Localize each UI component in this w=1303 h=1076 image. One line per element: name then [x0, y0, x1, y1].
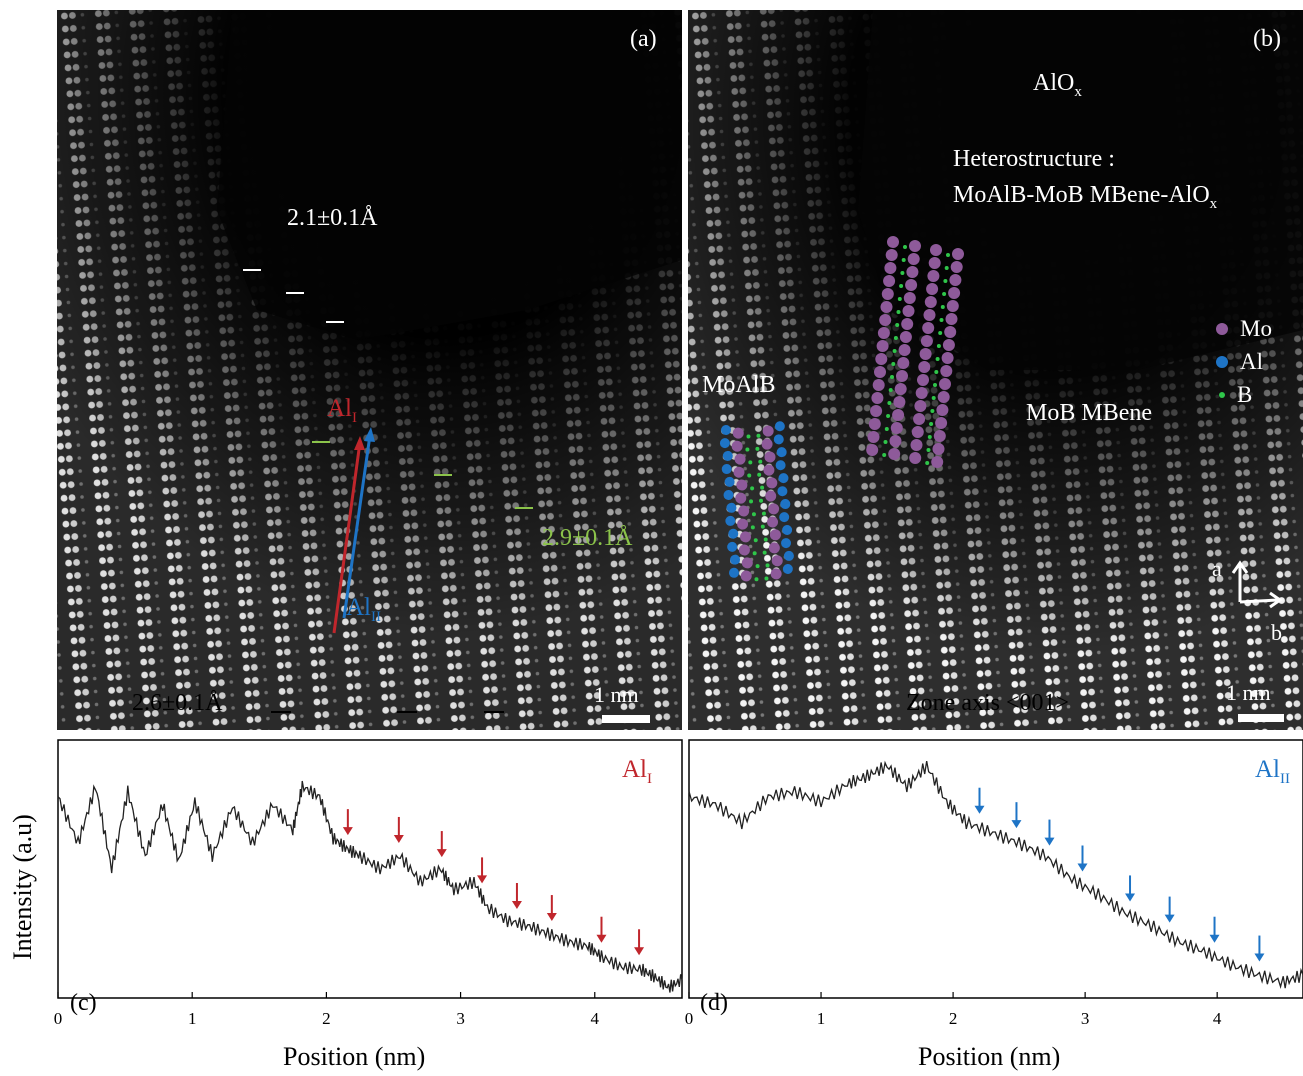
x-tick-label: 3	[1081, 1009, 1090, 1028]
line-profile-al-ii-arrowhead	[364, 427, 375, 442]
scale-bar-a	[602, 715, 650, 723]
heterostructure-title: Heterostructure :	[953, 146, 1115, 172]
peak-arrow	[511, 883, 522, 910]
peak-arrow	[1254, 935, 1265, 962]
mob-mbene-structure-overlay	[866, 236, 964, 468]
peak-arrow	[1011, 802, 1022, 829]
lattice-axes	[1231, 560, 1283, 609]
x-tick-label: 2	[949, 1009, 958, 1028]
line-label-al-i: AlI	[327, 395, 357, 426]
spacing-label-middle: 2.9±0.1Å	[542, 525, 633, 551]
x-tick-label: 4	[591, 1009, 600, 1028]
scale-bar-b	[1238, 714, 1284, 722]
peak-arrow	[974, 787, 985, 814]
legend-item-mo: Mo	[1216, 312, 1272, 345]
legend-text-b: B	[1237, 381, 1253, 407]
panel-label-d: (d)	[700, 990, 728, 1016]
chart-c: 0 1 2 3 4	[54, 739, 683, 1028]
chart-label-al-ii: AlII	[1255, 756, 1290, 787]
chart-label-al-i: AlI	[622, 756, 652, 787]
peak-arrow	[1164, 896, 1175, 923]
line-label-al-ii: AlII	[346, 594, 381, 625]
stem-image-b-canvas	[688, 10, 1303, 730]
zone-axis-label: Zone axis <001>	[906, 690, 1070, 716]
x-tick-label: 1	[188, 1009, 197, 1028]
stem-image-a: (a) 2.1±0.1Å 2.9±0.1Å 2.6±0.1Å AlI AlII …	[57, 10, 682, 730]
axis-label-a: a	[1212, 556, 1222, 581]
legend-swatch-al	[1216, 355, 1228, 368]
peak-arrow	[436, 831, 447, 858]
spacing-arrows-green	[312, 441, 533, 509]
panel-label-c: (c)	[70, 990, 97, 1016]
intensity-profile-line	[688, 760, 1303, 990]
line-profile-al-i	[332, 441, 362, 634]
phase-label-mob-mbene: MoB MBene	[1026, 400, 1152, 426]
spacing-arrows-white	[243, 269, 344, 323]
stem-image-b: (b) AlOx Heterostructure : MoAlB-MoB MBe…	[688, 10, 1303, 730]
panel-label-b: (b)	[1253, 26, 1281, 52]
x-tick-label: 2	[322, 1009, 331, 1028]
x-tick-label: 0	[54, 1009, 63, 1028]
peak-arrow	[1077, 845, 1088, 872]
legend-item-b: B	[1216, 378, 1272, 411]
axis-label-b: b	[1271, 620, 1282, 645]
legend-item-al: Al	[1216, 345, 1272, 378]
panel-label-a: (a)	[630, 26, 657, 52]
scale-bar-label-b: 1 nm	[1226, 680, 1271, 705]
x-tick-label: 0	[685, 1009, 694, 1028]
x-tick-label: 4	[1213, 1009, 1222, 1028]
spacing-label-bottom: 2.6±0.1Å	[132, 690, 223, 716]
phase-label-moalb: MoAlB	[702, 372, 776, 398]
oxide-label: AlOx	[1033, 70, 1082, 100]
y-axis-label-c: Intensity (a.u)	[8, 814, 37, 960]
heterostructure-formula: MoAlB-MoB MBene-AlOx	[953, 182, 1218, 212]
line-profile-al-ii	[342, 434, 372, 619]
chart-frame	[57, 739, 683, 999]
peak-arrow	[634, 929, 645, 956]
peak-arrow	[546, 895, 557, 922]
x-tick-label: 3	[456, 1009, 465, 1028]
peak-arrow	[596, 916, 607, 943]
atom-legend: Mo Al B	[1216, 312, 1272, 411]
line-profile-al-i-arrowhead	[354, 436, 365, 450]
stem-image-a-canvas	[57, 10, 682, 730]
legend-swatch-mo	[1216, 322, 1228, 335]
chart-d: 0 1 2 3 4	[685, 739, 1303, 1028]
legend-text-al: Al	[1240, 348, 1263, 374]
scale-bar-label-a: 1 nm	[594, 682, 639, 707]
peak-arrow	[477, 857, 488, 884]
spacing-label-top: 2.1±0.1Å	[287, 205, 378, 231]
intensity-profile-line	[57, 780, 683, 993]
peak-arrow	[1044, 819, 1055, 846]
peak-arrow	[1125, 875, 1136, 902]
peak-arrow	[1209, 916, 1220, 943]
moalb-structure-overlay	[719, 421, 794, 582]
peak-arrow	[342, 809, 353, 836]
x-tick-label: 1	[817, 1009, 826, 1028]
peak-arrow	[393, 816, 404, 843]
legend-text-mo: Mo	[1240, 315, 1272, 341]
chart-frame	[688, 739, 1303, 999]
legend-swatch-b	[1219, 391, 1225, 398]
x-axis-label-d: Position (nm)	[918, 1042, 1061, 1071]
x-axis-label-c: Position (nm)	[283, 1042, 426, 1071]
